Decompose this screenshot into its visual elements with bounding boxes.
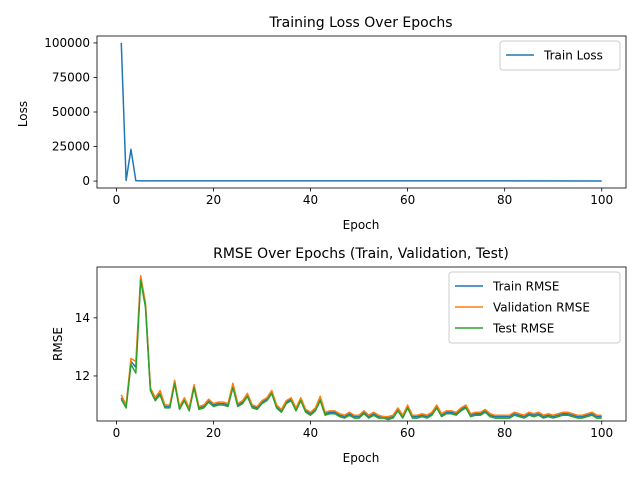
- validation-rmse-legend-label: Validation RMSE: [493, 301, 590, 315]
- loss-ytick-label: 50000: [52, 105, 90, 119]
- loss-xtick-label: 60: [400, 193, 415, 207]
- loss-chart-title: Training Loss Over Epochs: [268, 15, 452, 31]
- rmse-xtick-label: 0: [113, 426, 121, 440]
- loss-xtick-label: 100: [590, 193, 613, 207]
- rmse-xtick-label: 20: [206, 426, 221, 440]
- rmse-xtick-label: 60: [400, 426, 415, 440]
- validation-rmse-line: [120, 274, 602, 418]
- loss-ytick-label: 0: [82, 174, 90, 188]
- loss-legend-frame: [499, 40, 621, 71]
- rmse-chart-xlabel: Epoch: [343, 451, 380, 465]
- rmse-chart-ylabel: RMSE: [51, 327, 65, 361]
- loss-legend: Train Loss: [499, 40, 621, 71]
- rmse-ytick-label: 12: [75, 369, 90, 383]
- rmse-chart-title: RMSE Over Epochs (Train, Validation, Tes…: [213, 246, 509, 262]
- rmse-xtick-label: 100: [590, 426, 613, 440]
- rmse-legend: Train RMSE Validation RMSE Test RMSE: [448, 271, 621, 344]
- rmse-xtick-label: 80: [497, 426, 512, 440]
- train-loss-legend-label: Train Loss: [543, 49, 603, 63]
- train-loss-line: [120, 42, 602, 182]
- train-rmse-line: [120, 277, 602, 419]
- loss-xtick-label: 20: [206, 193, 221, 207]
- rmse-xtick-label: 40: [303, 426, 318, 440]
- rmse-ytick-label: 14: [75, 311, 90, 325]
- loss-ytick-label: 100000: [44, 36, 90, 50]
- rmse-chart: RMSE Over Epochs (Train, Validation, Tes…: [51, 246, 627, 465]
- loss-chart: Training Loss Over Epochs Epoch Loss Tra…: [16, 15, 627, 232]
- loss-ytick-label: 25000: [52, 140, 90, 154]
- rmse-chart-frame: [96, 266, 627, 422]
- rmse-plot-area: [120, 274, 602, 421]
- rmse-legend-frame: [448, 271, 621, 344]
- test-rmse-legend-label: Test RMSE: [492, 322, 554, 336]
- test-rmse-line: [120, 279, 602, 421]
- loss-xtick-label: 80: [497, 193, 512, 207]
- loss-ytick-label: 75000: [52, 70, 90, 84]
- loss-plot-area: [120, 42, 602, 182]
- loss-chart-ylabel: Loss: [16, 101, 30, 127]
- loss-xtick-label: 40: [303, 193, 318, 207]
- loss-chart-xlabel: Epoch: [343, 218, 380, 232]
- train-rmse-legend-label: Train RMSE: [492, 280, 560, 294]
- loss-xtick-label: 0: [113, 193, 121, 207]
